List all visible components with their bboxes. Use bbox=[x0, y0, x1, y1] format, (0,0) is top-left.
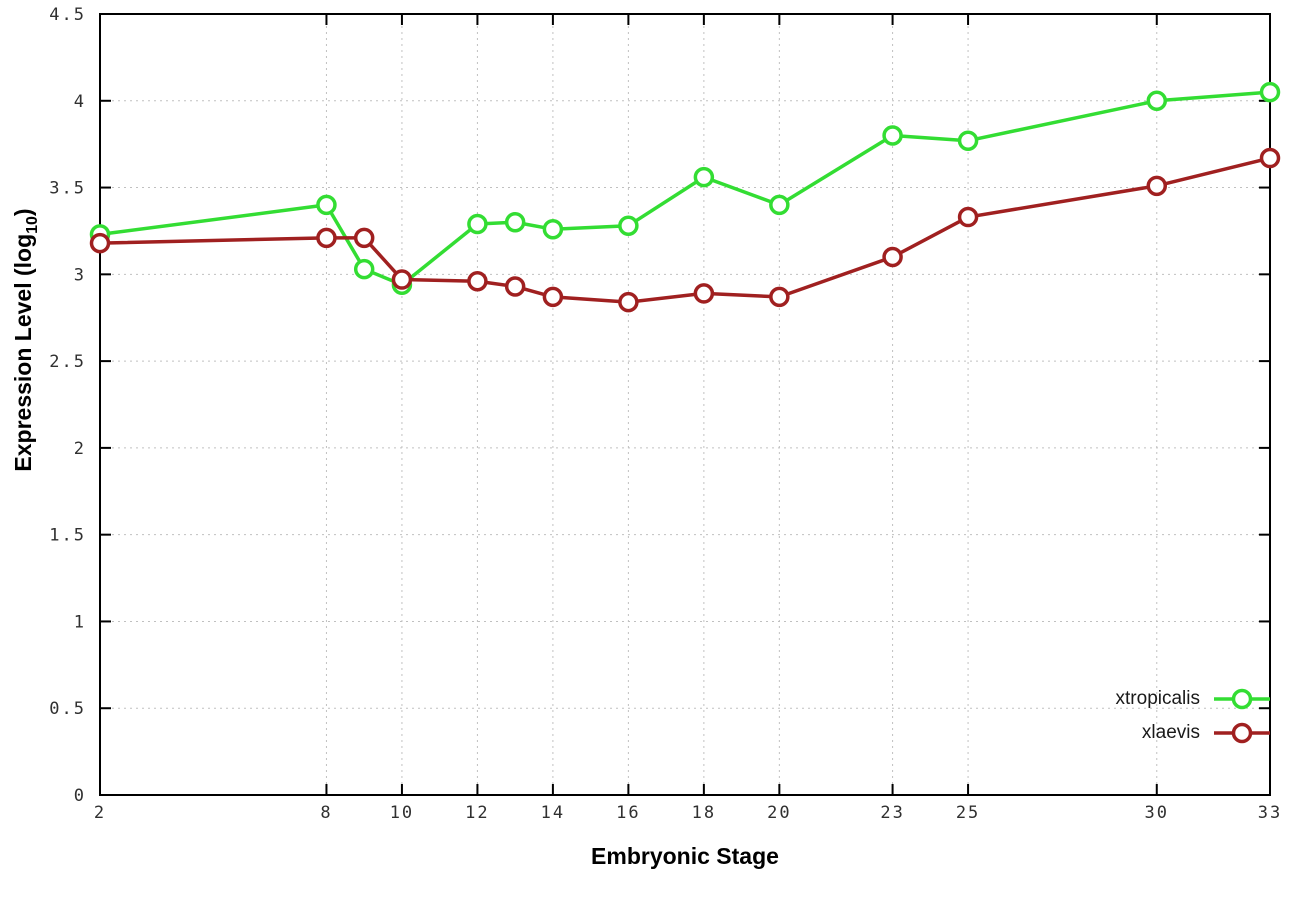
x-tick-label: 33 bbox=[1258, 803, 1282, 823]
x-tick-label: 2 bbox=[94, 803, 106, 823]
series-line-xtropicalis bbox=[98, 90, 1272, 287]
data-point-xlaevis bbox=[618, 291, 639, 313]
data-point-xtropicalis bbox=[693, 166, 715, 188]
legend-marker-xlaevis bbox=[1214, 722, 1270, 744]
x-tick-label: 14 bbox=[541, 803, 565, 823]
y-axis-title-subscript: 10 bbox=[23, 216, 41, 234]
x-axis-title: Embryonic Stage bbox=[591, 843, 779, 869]
data-point-xlaevis bbox=[542, 286, 564, 308]
data-point-xtropicalis bbox=[1259, 81, 1281, 103]
x-tick-label: 10 bbox=[390, 803, 414, 823]
data-point-xtropicalis bbox=[542, 218, 564, 240]
legend-item-xtropicalis: xtropicalis bbox=[1116, 684, 1272, 714]
y-axis-title-main: Expression Level (log bbox=[10, 233, 37, 472]
y-tick-label: 1.5 bbox=[49, 526, 86, 546]
legend-label-xtropicalis: xtropicalis bbox=[1115, 688, 1200, 709]
data-point-xtropicalis bbox=[618, 215, 639, 236]
x-tick-label: 8 bbox=[320, 803, 332, 823]
data-point-xlaevis bbox=[504, 276, 526, 297]
legend-label-xlaevis: xlaevis bbox=[1141, 722, 1200, 743]
x-tick-label: 18 bbox=[692, 803, 716, 823]
data-point-xtropicalis bbox=[316, 194, 337, 216]
plot-border bbox=[99, 13, 1271, 796]
data-point-xtropicalis bbox=[882, 125, 903, 146]
data-point-xtropicalis bbox=[769, 194, 790, 216]
data-point-xtropicalis bbox=[504, 212, 526, 233]
legend: xtropicalis xlaevis bbox=[1116, 684, 1272, 748]
y-tick-label: 3.5 bbox=[49, 179, 86, 199]
data-point-xtropicalis bbox=[957, 130, 979, 151]
x-tick-label: 25 bbox=[956, 803, 980, 823]
data-point-xlaevis bbox=[693, 283, 715, 304]
y-tick-label: 2 bbox=[74, 439, 86, 459]
data-point-xlaevis bbox=[353, 227, 375, 249]
data-point-xlaevis bbox=[391, 269, 413, 290]
x-tick-label: 12 bbox=[465, 803, 489, 823]
y-tick-label: 4 bbox=[74, 92, 86, 112]
data-point-xlaevis bbox=[769, 286, 790, 308]
data-point-xlaevis bbox=[882, 246, 903, 268]
data-point-xtropicalis bbox=[1146, 90, 1168, 112]
y-axis-title-close: ) bbox=[10, 208, 37, 217]
y-tick-label: 4.5 bbox=[49, 5, 86, 25]
data-point-xtropicalis bbox=[467, 213, 488, 235]
y-tick-label: 1 bbox=[74, 612, 86, 632]
series-line-xlaevis bbox=[98, 156, 1272, 304]
x-tick-label: 16 bbox=[616, 803, 640, 823]
x-tick-label: 20 bbox=[767, 803, 791, 823]
y-tick-label: 3 bbox=[74, 265, 86, 285]
legend-marker-xtropicalis bbox=[1214, 688, 1270, 710]
data-point-xlaevis bbox=[1146, 175, 1168, 197]
data-point-xlaevis bbox=[957, 206, 979, 228]
data-point-xlaevis bbox=[467, 271, 488, 292]
y-tick-label: 0.5 bbox=[49, 699, 86, 719]
y-tick-label: 2.5 bbox=[49, 352, 86, 372]
x-tick-label: 23 bbox=[880, 803, 904, 823]
data-point-xtropicalis bbox=[353, 258, 375, 280]
data-point-xlaevis bbox=[1259, 147, 1281, 169]
x-tick-label: 30 bbox=[1145, 803, 1169, 823]
y-tick-label: 0 bbox=[74, 786, 86, 806]
data-point-xlaevis bbox=[316, 227, 337, 249]
legend-item-xlaevis: xlaevis bbox=[1142, 718, 1272, 748]
data-point-xlaevis bbox=[89, 232, 111, 254]
y-axis-title: Expression Level (log10) bbox=[10, 208, 42, 471]
